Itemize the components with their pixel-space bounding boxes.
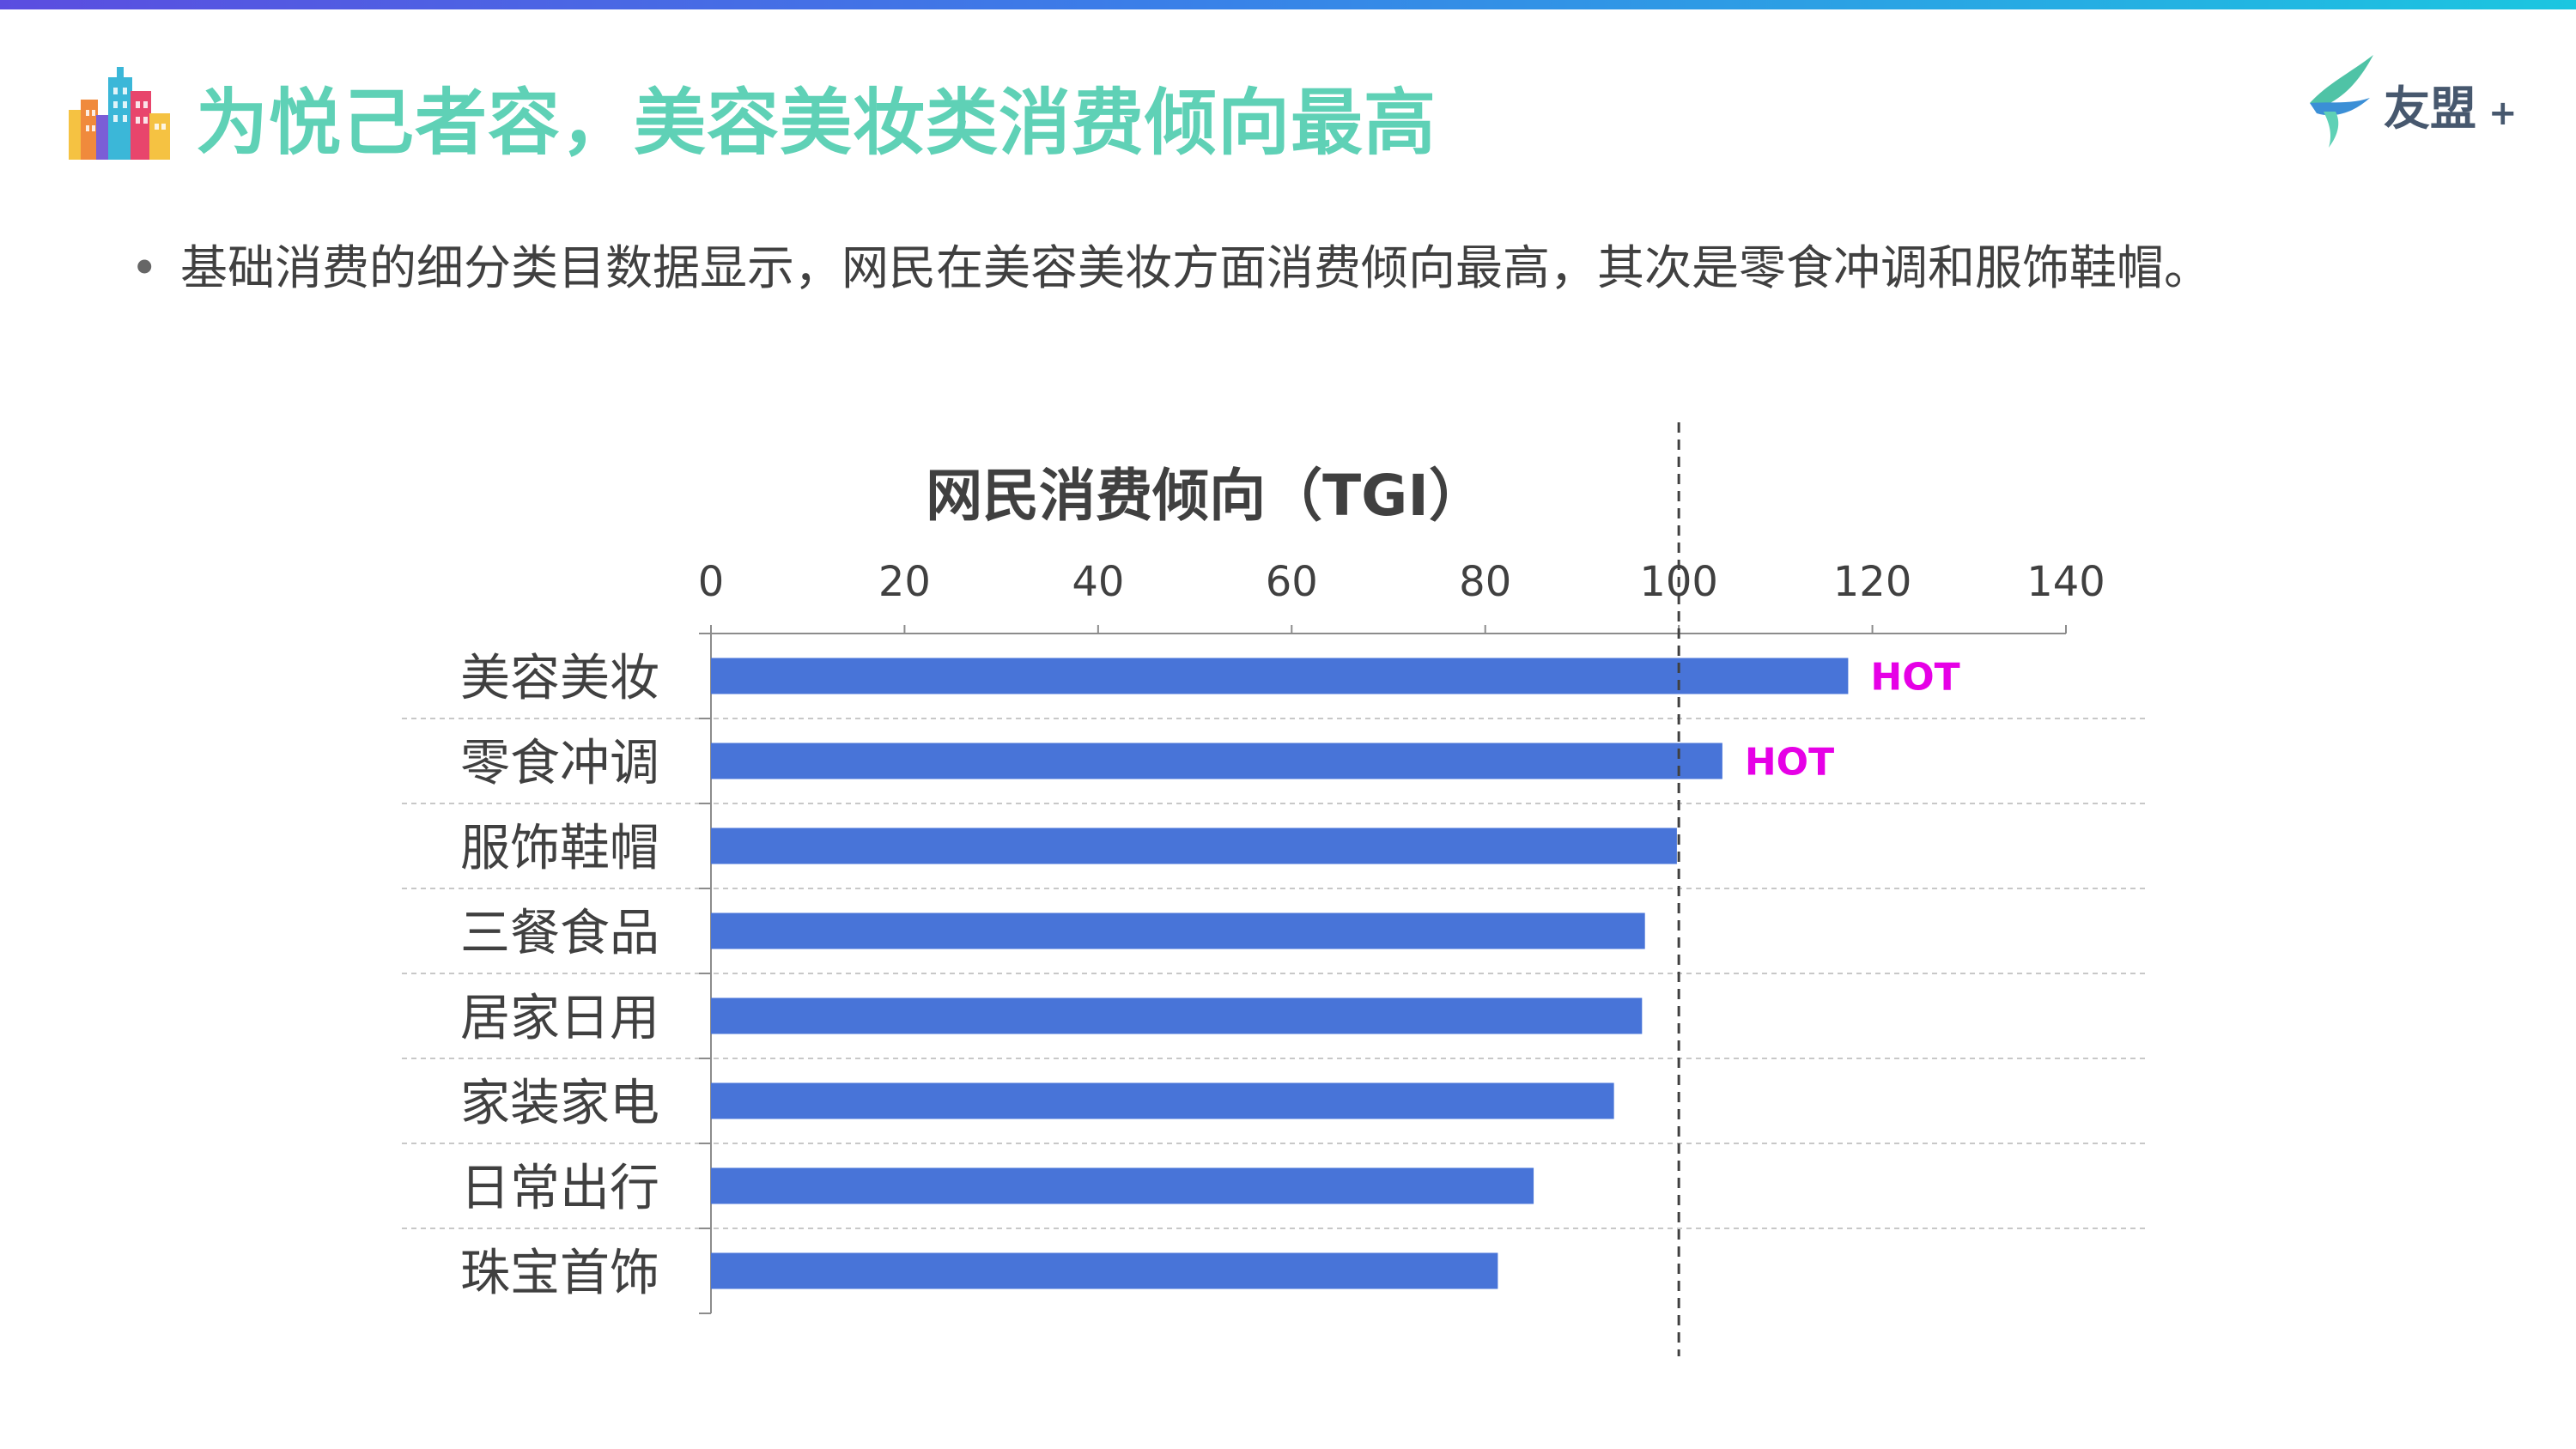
category-label: 居家日用 [460,989,659,1047]
logo-text: 友盟 [2384,82,2476,136]
x-tick-label: 120 [1833,558,1912,606]
category-label: 珠宝首饰 [460,1244,659,1302]
hot-label: HOT [1870,656,1959,700]
bar [711,1252,1498,1289]
bar [711,743,1722,779]
bar [711,1082,1614,1119]
top-accent-bar [0,0,2576,9]
x-tick-label: 0 [698,558,725,606]
bar [711,1167,1534,1204]
bar [711,828,1677,864]
city-buildings-icon [67,65,172,161]
x-tick-label: 40 [1072,558,1124,606]
category-label: 家装家电 [460,1074,659,1132]
category-label: 日常出行 [460,1159,659,1217]
hot-label: HOT [1745,741,1834,785]
bullet-text: 基础消费的细分类目数据显示，网民在美容美妆方面消费倾向最高，其次是零食冲调和服饰… [180,240,2212,295]
category-label: 三餐食品 [460,904,659,962]
page-title: 为悦己者容，美容美妆类消费倾向最高 [196,81,1437,165]
bar [711,997,1643,1034]
summary-bullet: • 基础消费的细分类目数据显示，网民在美容美妆方面消费倾向最高，其次是零食冲调和服… [131,233,2211,302]
bar [711,658,1849,694]
chart-title: 网民消费倾向（TGI） [926,463,1485,529]
x-tick-label: 60 [1266,558,1318,606]
x-tick-label: 140 [2026,558,2105,606]
umeng-logo: 友盟 + [2298,50,2547,153]
logo-plus: + [2488,94,2518,133]
bird-icon [2310,55,2373,148]
x-tick-label: 80 [1459,558,1511,606]
category-label: 服饰鞋帽 [460,819,659,877]
category-label: 美容美妆 [460,649,659,707]
bullet-dot: • [131,240,159,295]
bar [711,912,1645,949]
category-label: 零食冲调 [460,734,659,792]
x-tick-label: 20 [878,558,931,606]
